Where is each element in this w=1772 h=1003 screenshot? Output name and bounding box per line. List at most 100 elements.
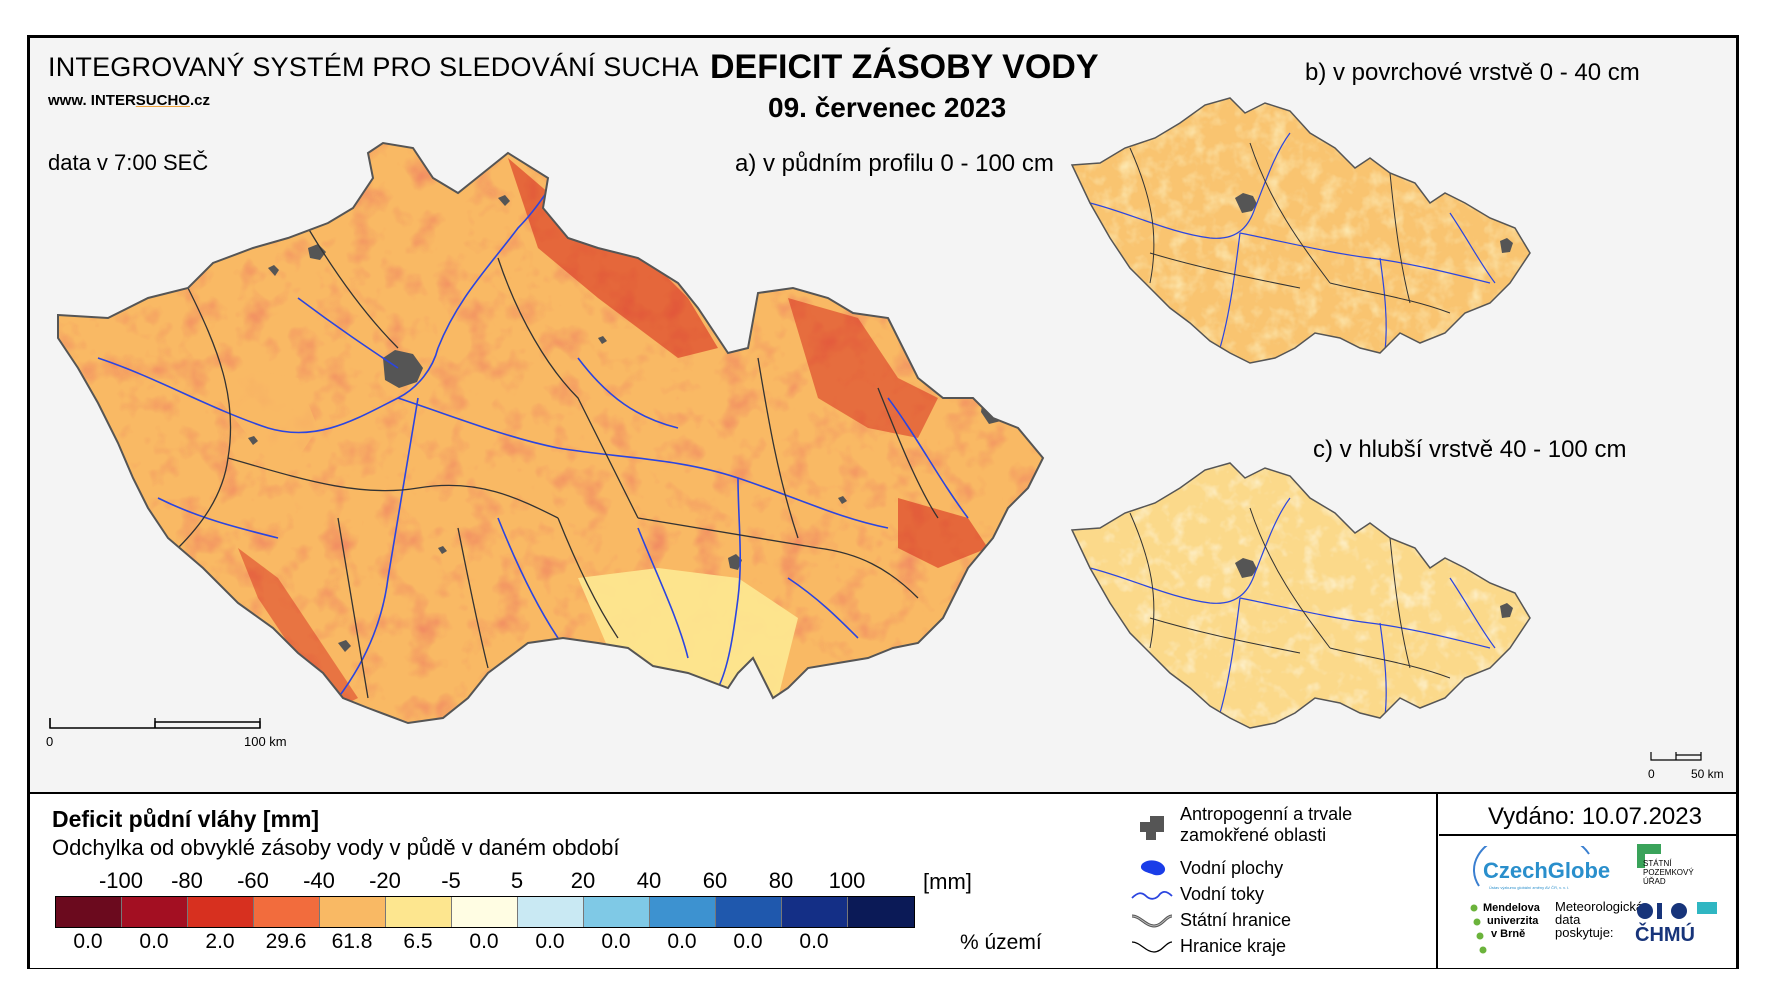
panel-a-label: a) v půdním profilu 0 - 100 cm bbox=[735, 150, 1054, 177]
map-c bbox=[1070, 462, 1531, 729]
legend-swatch bbox=[254, 897, 320, 927]
legend-tick: 60 bbox=[702, 868, 728, 893]
legend-tick: -20 bbox=[369, 868, 401, 893]
symbol-water-streams-label: Vodní toky bbox=[1180, 884, 1265, 904]
legend-percentage: 29.6 bbox=[265, 930, 307, 953]
chmu-text: ČHMÚ bbox=[1635, 924, 1695, 946]
symbol-anthropogenic-label: Antropogenní a trvale zamokřené oblasti bbox=[1180, 804, 1353, 845]
mendelu-text-2: univerzita bbox=[1487, 915, 1539, 927]
map-frame: INTEGROVANÝ SYSTÉM PRO SLEDOVÁNÍ SUCHA w… bbox=[27, 35, 1739, 969]
legend-tick: 5 bbox=[510, 868, 524, 893]
logos: CzechGlobe Ústav výzkumu globální změny … bbox=[1439, 834, 1737, 968]
scale-bar-a: 0 100 km bbox=[46, 718, 287, 749]
mendelu-logo[interactable]: Mendelova univerzita v Brně bbox=[1469, 902, 1549, 966]
czechglobe-arc-icon bbox=[1472, 846, 1590, 887]
legend-percentage: 0.0 bbox=[535, 930, 565, 953]
legend-tick: -100 bbox=[98, 868, 144, 893]
legend-tick: 40 bbox=[636, 868, 662, 893]
data-time: data v 7:00 SEČ bbox=[48, 150, 209, 175]
website-mid: SUCHO bbox=[135, 92, 190, 109]
legend-tick: -80 bbox=[171, 868, 203, 893]
scale-a-start: 0 bbox=[46, 734, 53, 749]
map-b bbox=[1070, 97, 1531, 364]
legend-swatch bbox=[518, 897, 584, 927]
legend-tick: -60 bbox=[237, 868, 269, 893]
region-border-icon bbox=[1131, 941, 1173, 953]
main-title: DEFICIT ZÁSOBY VODY bbox=[710, 48, 1099, 86]
map-a bbox=[57, 141, 1045, 725]
meteo-text-3: poskytuje: bbox=[1555, 925, 1614, 940]
czechglobe-subtext: Ústav výzkumu globální změny AV ČR, v. v… bbox=[1489, 885, 1570, 890]
czechglobe-logo[interactable]: CzechGlobe Ústav výzkumu globální změny … bbox=[1469, 846, 1611, 892]
scale-c-start: 0 bbox=[1648, 767, 1655, 781]
spu-mark-icon bbox=[1637, 844, 1661, 868]
legend-tick: 80 bbox=[768, 868, 794, 893]
meteo-text-1: Meteorologická bbox=[1555, 899, 1644, 914]
map-area: INTEGROVANÝ SYSTÉM PRO SLEDOVÁNÍ SUCHA w… bbox=[30, 38, 1736, 792]
legend-swatch bbox=[716, 897, 782, 927]
legend-unit: [mm] bbox=[923, 869, 972, 894]
spu-logo[interactable]: STÁTNÍ POZEMKOVÝ ÚŘAD bbox=[1637, 844, 1717, 914]
panel-c-label: c) v hlubší vrstvě 40 - 100 cm bbox=[1313, 436, 1627, 463]
legend-panel: Deficit půdní vláhy [mm] Odchylka od obv… bbox=[30, 792, 1738, 968]
spu-accent-icon bbox=[1697, 902, 1717, 914]
legend-swatch bbox=[782, 897, 848, 927]
main-date: 09. červenec 2023 bbox=[768, 92, 1007, 123]
legend-percentage: 0.0 bbox=[667, 930, 697, 953]
mendelu-text-3: v Brně bbox=[1491, 928, 1526, 940]
legend-percentage: 2.0 bbox=[205, 930, 235, 953]
legend-percentage: 0.0 bbox=[139, 930, 169, 953]
system-title: INTEGROVANÝ SYSTÉM PRO SLEDOVÁNÍ SUCHA bbox=[48, 52, 699, 82]
scale-bar-c: 0 50 km bbox=[1648, 752, 1724, 781]
info-box: Vydáno: 10.07.2023 CzechGlobe Ústav výzk… bbox=[1436, 794, 1738, 968]
legend-subtitle: Odchylka od obvyklé zásoby vody v půdě v… bbox=[52, 835, 620, 860]
legend-tick: -5 bbox=[441, 868, 461, 893]
meteo-text-2: data bbox=[1555, 912, 1581, 927]
scale-c-end: 50 km bbox=[1691, 767, 1724, 781]
legend-swatch bbox=[56, 897, 122, 927]
website-suffix: .cz bbox=[189, 92, 210, 109]
legend-percentages: 0.0 0.0 2.0 29.6 61.8 6.5 0.0 0.0 0.0 0.… bbox=[55, 930, 847, 954]
website-link[interactable]: www. INTERSUCHO.cz bbox=[48, 92, 210, 109]
scale-a-end: 100 km bbox=[244, 734, 287, 749]
legend-color-bar bbox=[55, 896, 915, 928]
issued-date: Vydáno: 10.07.2023 bbox=[1488, 803, 1702, 830]
symbol-water-bodies-label: Vodní plochy bbox=[1180, 858, 1284, 878]
legend-percentage: 0.0 bbox=[601, 930, 631, 953]
chmu-symbol-icon bbox=[1637, 903, 1687, 919]
legend-swatch bbox=[848, 897, 914, 927]
legend-swatch bbox=[452, 897, 518, 927]
urban-area-icon bbox=[1140, 816, 1164, 840]
legend-tick: 20 bbox=[570, 868, 596, 893]
legend-percentage: 0.0 bbox=[73, 930, 103, 953]
legend-ticks: -100 -80 -60 -40 -20 -5 5 20 40 60 80 10… bbox=[30, 868, 1030, 896]
legend-swatch bbox=[386, 897, 452, 927]
symbol-state-border-label: Státní hranice bbox=[1180, 910, 1292, 930]
spu-text-1: STÁTNÍ bbox=[1643, 859, 1672, 868]
legend-title: Deficit půdní vláhy [mm] bbox=[52, 806, 320, 832]
legend-swatch bbox=[188, 897, 254, 927]
legend-swatch bbox=[122, 897, 188, 927]
symbol-legend: Antropogenní a trvale zamokřené oblasti … bbox=[1130, 804, 1430, 964]
legend-percentage: 61.8 bbox=[331, 930, 373, 953]
river-icon bbox=[1131, 890, 1173, 900]
legend-percentage: 0.0 bbox=[469, 930, 499, 953]
czechglobe-text: CzechGlobe bbox=[1483, 858, 1611, 883]
legend-swatch bbox=[650, 897, 716, 927]
mendelu-text-1: Mendelova bbox=[1483, 902, 1540, 914]
spu-text-2: POZEMKOVÝ bbox=[1643, 868, 1694, 877]
legend-percentage: 0.0 bbox=[733, 930, 763, 953]
legend-percentage: 6.5 bbox=[403, 930, 433, 953]
state-border-icon bbox=[1131, 914, 1173, 928]
legend-swatch bbox=[320, 897, 386, 927]
panel-b-label: b) v povrchové vrstvě 0 - 40 cm bbox=[1305, 59, 1640, 86]
legend-tick: 100 bbox=[828, 868, 866, 893]
mendelu-dots-icon bbox=[1470, 904, 1487, 954]
chmu-logo[interactable]: Meteorologická data poskytuje: ČHMÚ bbox=[1555, 900, 1735, 966]
legend-pct-unit: % území bbox=[960, 931, 1042, 954]
legend-percentage: 0.0 bbox=[799, 930, 829, 953]
legend-tick: -40 bbox=[303, 868, 335, 893]
water-body-icon bbox=[1140, 860, 1166, 876]
legend-swatch bbox=[584, 897, 650, 927]
spu-text-3: ÚŘAD bbox=[1643, 877, 1666, 886]
